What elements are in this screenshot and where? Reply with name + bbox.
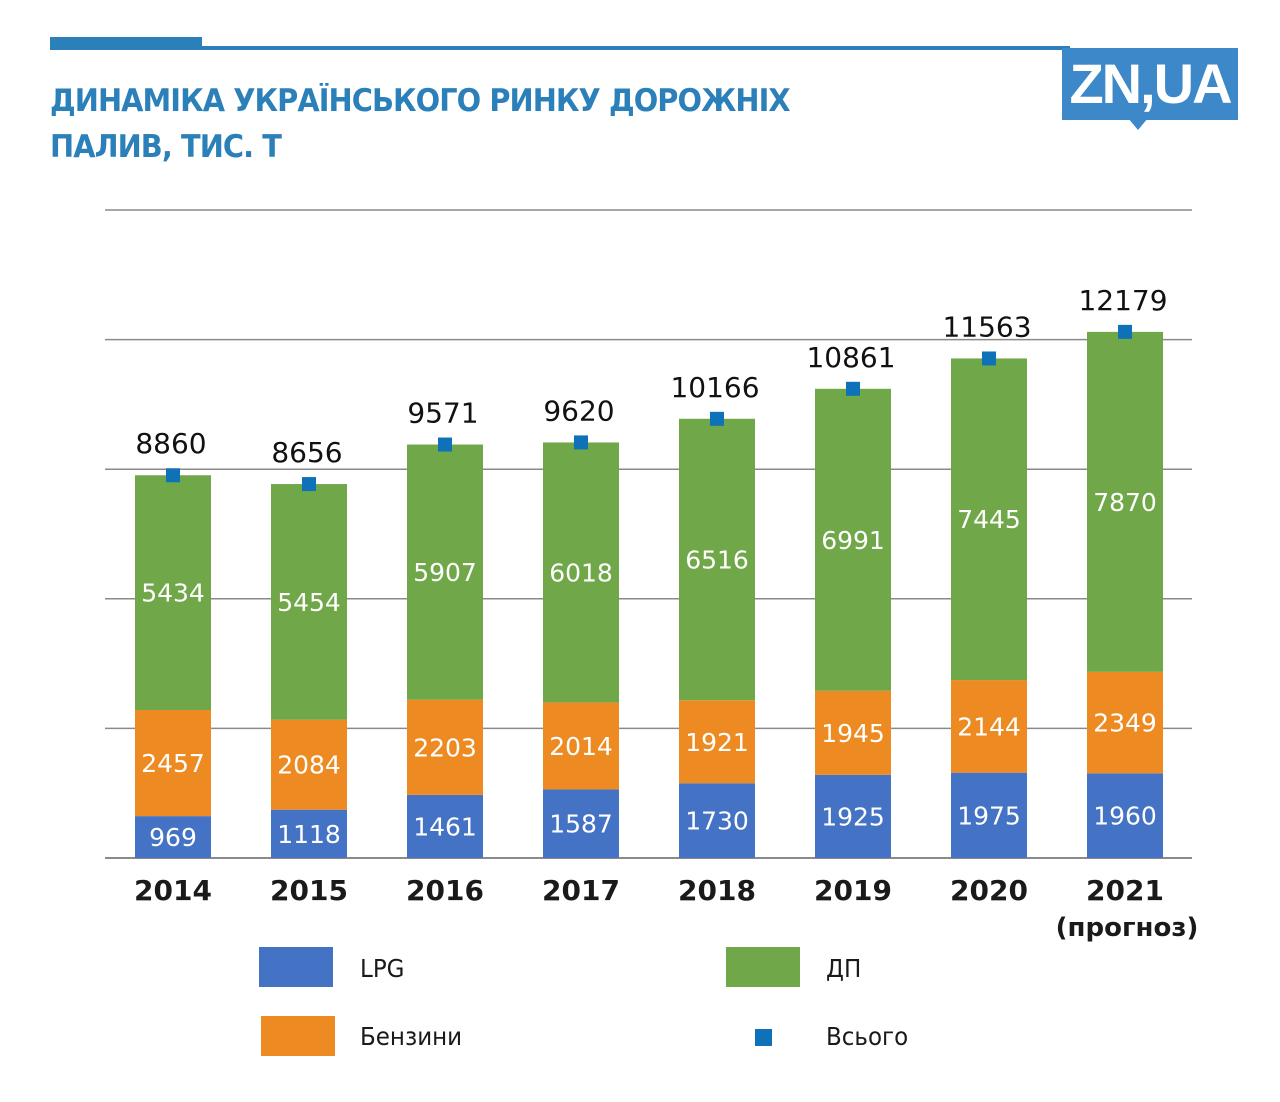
bar-segment-lpg bbox=[951, 772, 1027, 858]
x-tick-label: 2016 bbox=[406, 874, 484, 907]
total-label: 9571 bbox=[407, 397, 478, 430]
data-label-dp: 5454 bbox=[277, 588, 341, 617]
total-label: 10861 bbox=[806, 341, 895, 374]
x-tick-label: 2014 bbox=[134, 874, 212, 907]
x-tick-label: 2020 bbox=[950, 874, 1028, 907]
data-label-dp: 6018 bbox=[549, 558, 613, 587]
gridlines bbox=[105, 209, 1192, 859]
header-accent-bar bbox=[50, 37, 202, 50]
data-label-lpg: 1461 bbox=[413, 812, 477, 841]
legend-label-lpg: LPG bbox=[360, 954, 405, 983]
legend-label-total: Всього bbox=[826, 1022, 909, 1051]
total-marker bbox=[166, 468, 180, 483]
data-label-benzyny: 2203 bbox=[413, 733, 477, 762]
chart-title-line-1: ДИНАМІКА УКРАЇНСЬКОГО РИНКУ ДОРОЖНІХ bbox=[50, 83, 791, 119]
total-marker bbox=[1118, 324, 1132, 339]
legend-label-dp: ДП bbox=[826, 954, 862, 983]
data-label-lpg: 1975 bbox=[957, 801, 1021, 830]
total-label: 8656 bbox=[271, 436, 342, 469]
bar-segment-lpg bbox=[407, 794, 483, 858]
total-marker bbox=[982, 351, 996, 366]
data-label-lpg: 969 bbox=[149, 823, 197, 852]
data-label-lpg: 1587 bbox=[549, 810, 613, 839]
legend-swatch-dp bbox=[726, 947, 800, 987]
bar-segment-lpg bbox=[815, 774, 891, 858]
chart-title-line-2: ПАЛИВ, ТИС. Т bbox=[50, 129, 282, 165]
legend-label-benzyny: Бензини bbox=[360, 1022, 463, 1051]
bar-segment-dp bbox=[543, 442, 619, 703]
data-label-dp: 6991 bbox=[821, 526, 885, 555]
total-marker bbox=[438, 437, 452, 452]
x-tick-label: 2018 bbox=[678, 874, 756, 907]
data-label-lpg: 1960 bbox=[1093, 802, 1157, 831]
bar-segment-benzyny bbox=[407, 699, 483, 795]
bar-segment-dp bbox=[679, 418, 755, 701]
total-marker bbox=[710, 411, 724, 426]
total-label: 11563 bbox=[942, 310, 1031, 343]
x-tick-label: 2019 bbox=[814, 874, 892, 907]
total-marker bbox=[302, 477, 316, 492]
legend-marker-total bbox=[755, 1029, 772, 1046]
data-label-dp: 5907 bbox=[413, 558, 477, 587]
bar-segment-lpg bbox=[679, 783, 755, 858]
data-label-benzyny: 2084 bbox=[277, 751, 341, 780]
x-tick-sublabel: (прогноз) bbox=[1056, 913, 1199, 943]
data-label-dp: 7445 bbox=[957, 505, 1021, 534]
bar-segment-dp bbox=[815, 388, 891, 691]
total-marker bbox=[846, 381, 860, 396]
x-axis-labels: 2014 2015 2016 2017 2018 2019 2020 2021 (прогноз… bbox=[134, 874, 1198, 943]
bar-segment-dp bbox=[407, 444, 483, 700]
bar-segment-dp bbox=[951, 358, 1027, 681]
data-label-dp: 6516 bbox=[685, 546, 749, 575]
bar-segment-benzyny bbox=[951, 680, 1027, 773]
legend-swatch-lpg bbox=[259, 947, 333, 987]
legend-swatch-benzyny bbox=[261, 1016, 335, 1056]
data-label-benzyny: 2349 bbox=[1093, 709, 1157, 738]
total-label: 10166 bbox=[670, 371, 759, 404]
data-label-dp: 7870 bbox=[1093, 488, 1157, 517]
bar-segment-lpg bbox=[271, 809, 347, 858]
bar-segment-lpg bbox=[135, 816, 211, 858]
total-marker bbox=[574, 435, 588, 450]
total-markers bbox=[166, 324, 1132, 492]
x-tick-label: 2021 bbox=[1086, 874, 1164, 907]
bars bbox=[135, 331, 1163, 858]
bar-segment-benzyny bbox=[543, 702, 619, 790]
data-label-lpg: 1925 bbox=[821, 802, 885, 831]
total-label: 9620 bbox=[543, 394, 614, 427]
bar-segment-lpg bbox=[1087, 773, 1163, 858]
data-label-benzyny: 1945 bbox=[821, 719, 885, 748]
x-tick-label: 2017 bbox=[542, 874, 620, 907]
bar-segment-dp bbox=[271, 484, 347, 720]
data-label-lpg: 1118 bbox=[277, 820, 341, 849]
zn-ua-logo: ZN,UA bbox=[1062, 48, 1238, 120]
data-label-dp: 5434 bbox=[141, 579, 205, 608]
data-label-benzyny: 2144 bbox=[957, 712, 1021, 741]
bar-segment-dp bbox=[135, 475, 211, 710]
logo-speech-tail bbox=[1128, 118, 1148, 130]
bar-segment-lpg bbox=[543, 789, 619, 858]
bar-segment-benzyny bbox=[815, 690, 891, 775]
total-label: 12179 bbox=[1078, 284, 1167, 317]
data-labels: 969 2457 5434 8860 1118 2084 5454 8656 1461 2203 5… bbox=[135, 284, 1167, 852]
bar-segment-benzyny bbox=[271, 719, 347, 810]
data-label-benzyny: 2014 bbox=[549, 732, 613, 761]
data-label-benzyny: 1921 bbox=[685, 728, 749, 757]
bar-segment-benzyny bbox=[135, 709, 211, 817]
bar-segment-benzyny bbox=[1087, 671, 1163, 774]
bar-segment-benzyny bbox=[679, 700, 755, 784]
bar-segment-dp bbox=[1087, 331, 1163, 672]
chart-title: ДИНАМІКА УКРАЇНСЬКОГО РИНКУ ДОРОЖНІХ ПАЛ… bbox=[50, 78, 943, 170]
data-label-benzyny: 2457 bbox=[141, 749, 205, 778]
x-tick-label: 2015 bbox=[270, 874, 348, 907]
header-rule bbox=[50, 46, 1070, 50]
total-label: 8860 bbox=[135, 427, 206, 460]
data-label-lpg: 1730 bbox=[685, 807, 749, 836]
